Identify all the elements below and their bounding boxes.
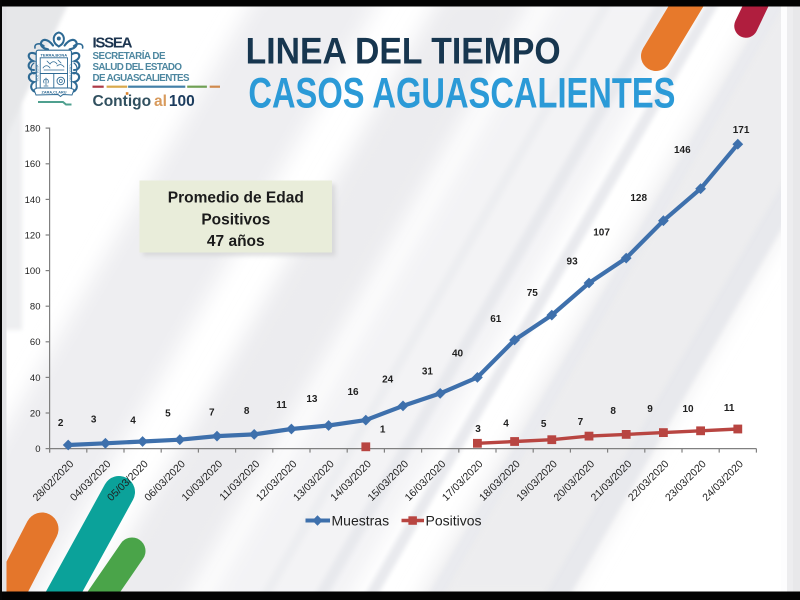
- svg-text:SECRETARÍA DE: SECRETARÍA DE: [93, 50, 166, 62]
- svg-text:8: 8: [610, 406, 616, 417]
- svg-text:11: 11: [276, 400, 287, 411]
- svg-text:100: 100: [25, 266, 41, 277]
- svg-text:4: 4: [130, 415, 136, 426]
- svg-text:DE AGUASCALIENTES: DE AGUASCALIENTES: [93, 73, 190, 84]
- svg-text:107: 107: [593, 228, 610, 239]
- svg-text:120: 120: [25, 230, 41, 241]
- svg-text:16: 16: [347, 387, 359, 398]
- svg-text:1: 1: [380, 424, 386, 435]
- svg-text:146: 146: [674, 145, 691, 156]
- svg-text:171: 171: [733, 125, 750, 136]
- svg-text:9: 9: [647, 404, 653, 415]
- svg-text:CASOS AGUASCALIENTES: CASOS AGUASCALIENTES: [248, 70, 675, 118]
- svg-text:ISSEA: ISSEA: [93, 35, 133, 52]
- svg-text:VIDE·BONA: VIDE·BONA: [35, 64, 39, 82]
- svg-text:TERRA,BONA: TERRA,BONA: [40, 52, 67, 57]
- svg-text:20: 20: [30, 408, 41, 419]
- svg-text:Muestras: Muestras: [332, 513, 390, 529]
- svg-text:5: 5: [541, 419, 547, 430]
- svg-text:8: 8: [244, 406, 250, 417]
- svg-text:61: 61: [490, 314, 502, 325]
- svg-text:SALUD DEL ESTADO: SALUD DEL ESTADO: [93, 62, 183, 73]
- svg-text:80: 80: [30, 302, 41, 313]
- svg-text:2: 2: [58, 418, 64, 429]
- svg-text:47 años: 47 años: [207, 233, 265, 250]
- svg-text:31: 31: [422, 367, 434, 378]
- svg-text:LINEA DEL TIEMPO: LINEA DEL TIEMPO: [246, 31, 561, 72]
- svg-text:40: 40: [452, 349, 464, 360]
- svg-text:40: 40: [30, 373, 41, 384]
- svg-text:10: 10: [682, 404, 694, 415]
- svg-text:3: 3: [91, 414, 97, 425]
- svg-text:7: 7: [209, 408, 215, 419]
- svg-text:60: 60: [30, 337, 41, 348]
- svg-text:Contigoal100: Contigoal100: [93, 93, 195, 110]
- svg-text:140: 140: [25, 195, 41, 206]
- svg-text:Positivos: Positivos: [426, 513, 482, 529]
- svg-text:Positivos: Positivos: [201, 212, 270, 229]
- svg-text:128: 128: [630, 193, 647, 204]
- svg-text:0: 0: [35, 444, 40, 455]
- svg-text:75: 75: [527, 288, 539, 299]
- svg-text:5: 5: [165, 409, 171, 420]
- svg-text:ZARA,CLARU: ZARA,CLARU: [42, 91, 67, 95]
- svg-text:3: 3: [475, 424, 481, 435]
- svg-text:4: 4: [503, 419, 509, 430]
- svg-text:180: 180: [25, 124, 41, 135]
- svg-text:93: 93: [567, 257, 579, 268]
- svg-text:CIELO·BNO: CIELO·BNO: [69, 64, 73, 82]
- svg-text:24: 24: [382, 374, 394, 385]
- svg-text:160: 160: [25, 159, 41, 170]
- svg-text:Promedio de Edad: Promedio de Edad: [168, 190, 304, 207]
- svg-text:11: 11: [724, 403, 735, 414]
- svg-text:13: 13: [306, 394, 318, 405]
- svg-text:7: 7: [578, 417, 584, 428]
